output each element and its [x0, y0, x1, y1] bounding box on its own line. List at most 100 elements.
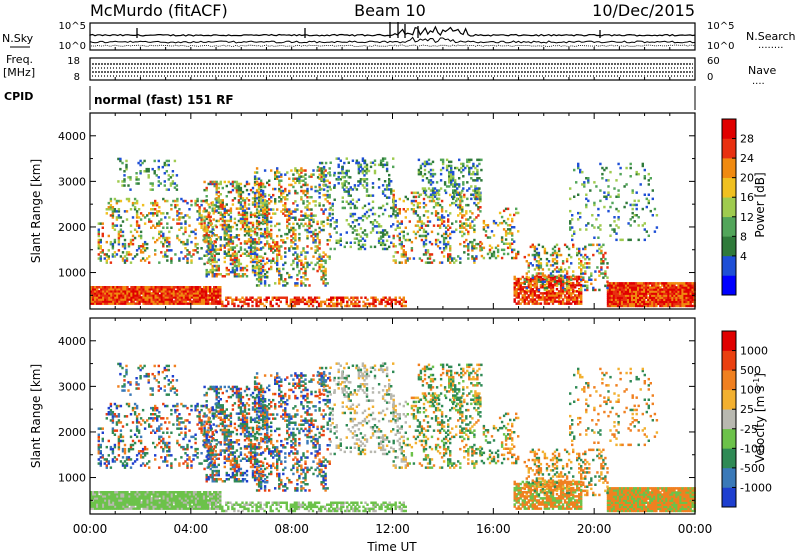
power-cell	[239, 188, 243, 192]
power-cell	[90, 296, 93, 299]
power-cell	[306, 187, 309, 191]
power-cell	[211, 246, 214, 249]
power-cell	[549, 275, 553, 279]
power-cell	[280, 191, 283, 195]
power-cell	[227, 236, 230, 239]
power-cell	[237, 184, 241, 188]
power-cell	[326, 196, 329, 199]
power-cell	[599, 228, 602, 231]
power-cell	[351, 227, 355, 230]
power-cell	[412, 191, 416, 195]
power-cell	[683, 294, 686, 297]
power-cell	[251, 221, 255, 225]
power-cell	[386, 300, 389, 304]
power-cell	[388, 296, 391, 299]
power-cell	[245, 182, 249, 186]
power-cell	[683, 286, 686, 289]
power-cell	[268, 234, 271, 238]
power-cell	[162, 236, 165, 240]
power-cell	[633, 284, 636, 287]
power-cell	[369, 194, 373, 197]
power-cell	[277, 298, 280, 301]
power-cell	[585, 193, 588, 196]
power-cell	[635, 302, 638, 306]
power-cell	[130, 286, 133, 289]
power-cell	[213, 294, 216, 297]
power-cell	[310, 187, 313, 191]
power-cell	[213, 288, 216, 291]
power-cell	[198, 214, 201, 217]
power-cell	[176, 294, 180, 297]
power-cell	[107, 234, 110, 238]
power-cell	[685, 298, 688, 301]
power-cell	[653, 282, 656, 285]
power-cell	[337, 239, 340, 242]
power-cell	[373, 163, 377, 167]
power-cell	[126, 292, 129, 295]
power-cell	[152, 224, 155, 227]
power-cell	[434, 210, 438, 213]
power-cell	[168, 300, 172, 303]
power-cell	[338, 296, 341, 299]
power-cell	[363, 243, 367, 247]
power-cell	[235, 223, 239, 227]
power-cell	[302, 202, 305, 205]
power-cell	[469, 240, 472, 244]
power-cell	[123, 259, 127, 262]
power-cell	[631, 216, 634, 219]
power-cell	[402, 208, 405, 211]
power-cell	[525, 296, 528, 299]
power-cell	[565, 302, 569, 305]
power-cell	[655, 298, 658, 301]
power-cell	[689, 284, 692, 287]
power-cell	[296, 191, 299, 195]
power-cell	[292, 173, 295, 176]
power-cell	[466, 158, 469, 162]
power-cell	[221, 215, 224, 219]
power-cell	[467, 203, 470, 207]
power-cell	[476, 170, 479, 174]
power-cell	[649, 288, 652, 291]
power-cell	[320, 276, 323, 279]
power-cell	[420, 222, 424, 225]
power-cell	[198, 210, 201, 213]
power-cell	[142, 286, 145, 289]
power-cell	[142, 290, 145, 293]
power-cell	[394, 245, 397, 248]
power-cell	[278, 181, 281, 185]
power-cell	[249, 250, 253, 253]
power-cell	[148, 294, 151, 297]
power-cell	[186, 286, 190, 289]
power-cell	[691, 290, 694, 293]
power-cell	[607, 185, 610, 188]
power-cell	[176, 290, 180, 293]
power-cell	[599, 189, 602, 192]
power-cell	[517, 211, 520, 215]
power-cell	[249, 298, 252, 301]
power-cell	[363, 159, 367, 162]
power-cell	[371, 223, 375, 226]
power-cell	[523, 300, 526, 303]
power-cell	[683, 288, 686, 291]
power-cell	[205, 270, 208, 274]
power-cell	[545, 290, 549, 293]
power-cell	[200, 298, 204, 301]
power-cell	[106, 296, 109, 299]
power-cell	[551, 247, 555, 251]
power-cell	[637, 304, 640, 308]
power-cell	[288, 222, 291, 226]
power-cell	[176, 292, 180, 295]
power-cell	[354, 296, 357, 299]
power-cell	[318, 239, 321, 242]
power-cell	[235, 296, 238, 299]
power-cell	[259, 278, 263, 281]
power-cell	[217, 294, 220, 297]
power-cell	[225, 304, 228, 308]
power-cell	[345, 219, 348, 222]
power-cell	[422, 253, 426, 256]
power-cell	[97, 238, 100, 242]
power-cell	[665, 302, 668, 306]
power-cell	[647, 304, 650, 308]
power-cell	[345, 200, 348, 203]
power-cell	[665, 290, 668, 293]
